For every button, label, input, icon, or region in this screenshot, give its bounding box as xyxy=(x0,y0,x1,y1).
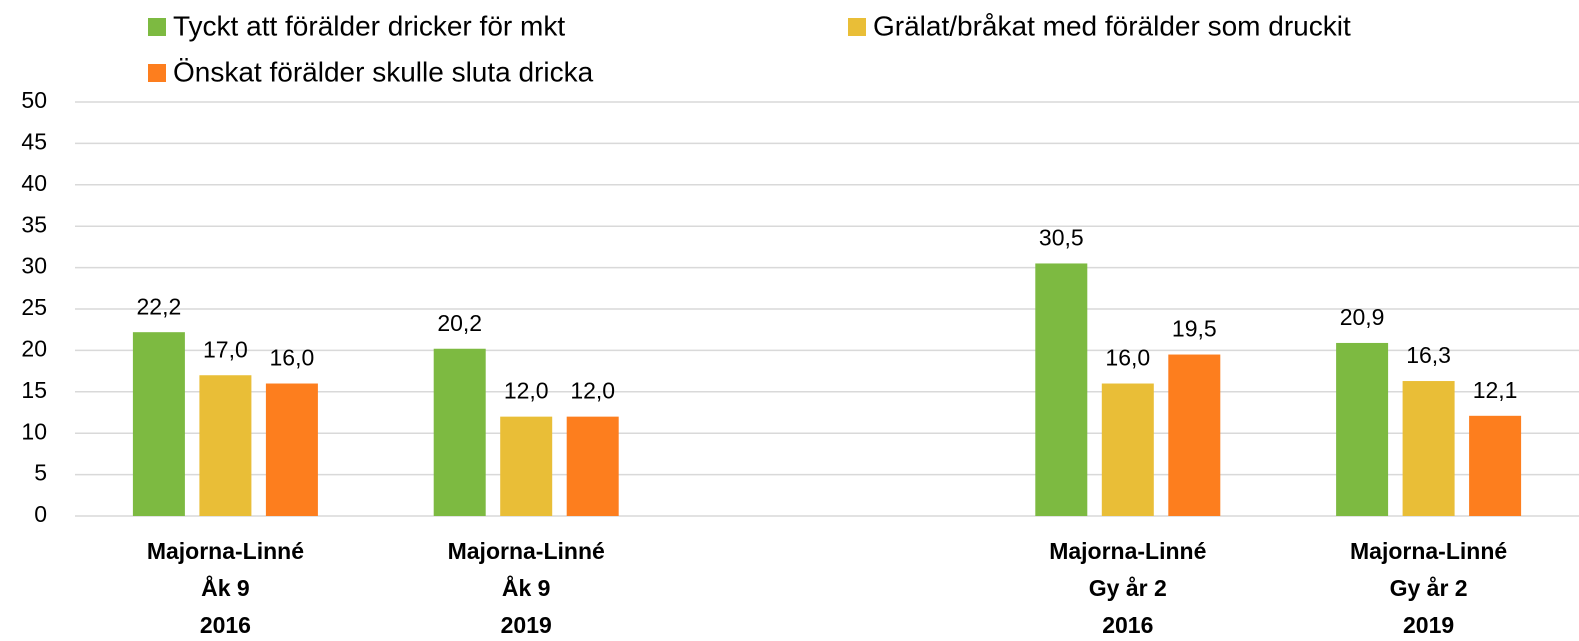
bar xyxy=(265,383,318,516)
value-label: 12,0 xyxy=(570,378,615,404)
x-tick-label: Majorna-Linné Gy år 2 2019 xyxy=(1350,538,1507,638)
y-tick-label: 10 xyxy=(21,418,47,444)
x-tick-label: Majorna-Linné Gy år 2 2016 xyxy=(1049,538,1206,638)
value-label: 22,2 xyxy=(137,293,182,319)
value-label: 17,0 xyxy=(203,336,248,362)
value-label: 19,5 xyxy=(1172,316,1217,342)
value-label: 16,0 xyxy=(1105,345,1150,371)
y-tick-label: 30 xyxy=(21,253,47,279)
legend-label: Grälat/bråkat med förälder som druckit xyxy=(873,10,1351,41)
value-label: 30,5 xyxy=(1039,225,1084,251)
y-tick-label: 15 xyxy=(21,377,47,403)
bar xyxy=(132,332,185,516)
y-tick-label: 35 xyxy=(21,211,47,237)
y-tick-label: 0 xyxy=(34,501,47,527)
y-tick-label: 25 xyxy=(21,294,47,320)
legend-label: Tyckt att förälder dricker för mkt xyxy=(173,10,565,41)
y-tick-label: 40 xyxy=(21,170,47,196)
x-tick-label: Majorna-Linné Åk 9 2016 xyxy=(147,538,304,638)
legend-label: Önskat förälder skulle sluta dricka xyxy=(173,56,594,87)
bar xyxy=(1336,342,1389,516)
bar xyxy=(1469,415,1522,516)
x-tick-label: Majorna-Linné Åk 9 2019 xyxy=(448,538,605,638)
y-tick-label: 50 xyxy=(21,87,47,113)
y-tick-label: 20 xyxy=(21,335,47,361)
y-tick-label: 45 xyxy=(21,128,47,154)
legend-swatch xyxy=(148,64,166,82)
bar xyxy=(433,348,486,516)
y-tick-label: 5 xyxy=(34,460,47,486)
value-label: 12,0 xyxy=(504,378,549,404)
value-label: 12,1 xyxy=(1473,377,1518,403)
bar xyxy=(566,416,619,516)
bar xyxy=(1101,383,1154,516)
value-label: 20,2 xyxy=(437,310,482,336)
bar xyxy=(1168,354,1221,516)
value-label: 20,9 xyxy=(1340,304,1385,330)
value-label: 16,3 xyxy=(1406,342,1451,368)
value-label: 16,0 xyxy=(270,345,315,371)
legend-swatch xyxy=(148,18,166,36)
bar xyxy=(1402,381,1455,516)
legend-swatch xyxy=(848,18,866,36)
bar xyxy=(500,416,553,516)
bar xyxy=(1035,263,1088,516)
bar xyxy=(199,375,252,516)
